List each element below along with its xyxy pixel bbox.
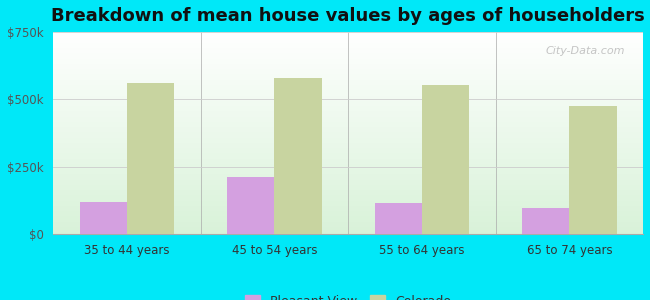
- Title: Breakdown of mean house values by ages of householders: Breakdown of mean house values by ages o…: [51, 7, 645, 25]
- Text: City-Data.com: City-Data.com: [546, 46, 625, 56]
- Bar: [274, 78, 322, 234]
- Bar: [127, 83, 174, 234]
- Bar: [569, 106, 616, 234]
- Bar: [522, 208, 569, 234]
- Bar: [422, 85, 469, 234]
- Bar: [374, 203, 422, 234]
- Bar: [80, 202, 127, 234]
- Bar: [227, 178, 274, 234]
- Legend: Pleasant View, Colorado: Pleasant View, Colorado: [240, 290, 456, 300]
